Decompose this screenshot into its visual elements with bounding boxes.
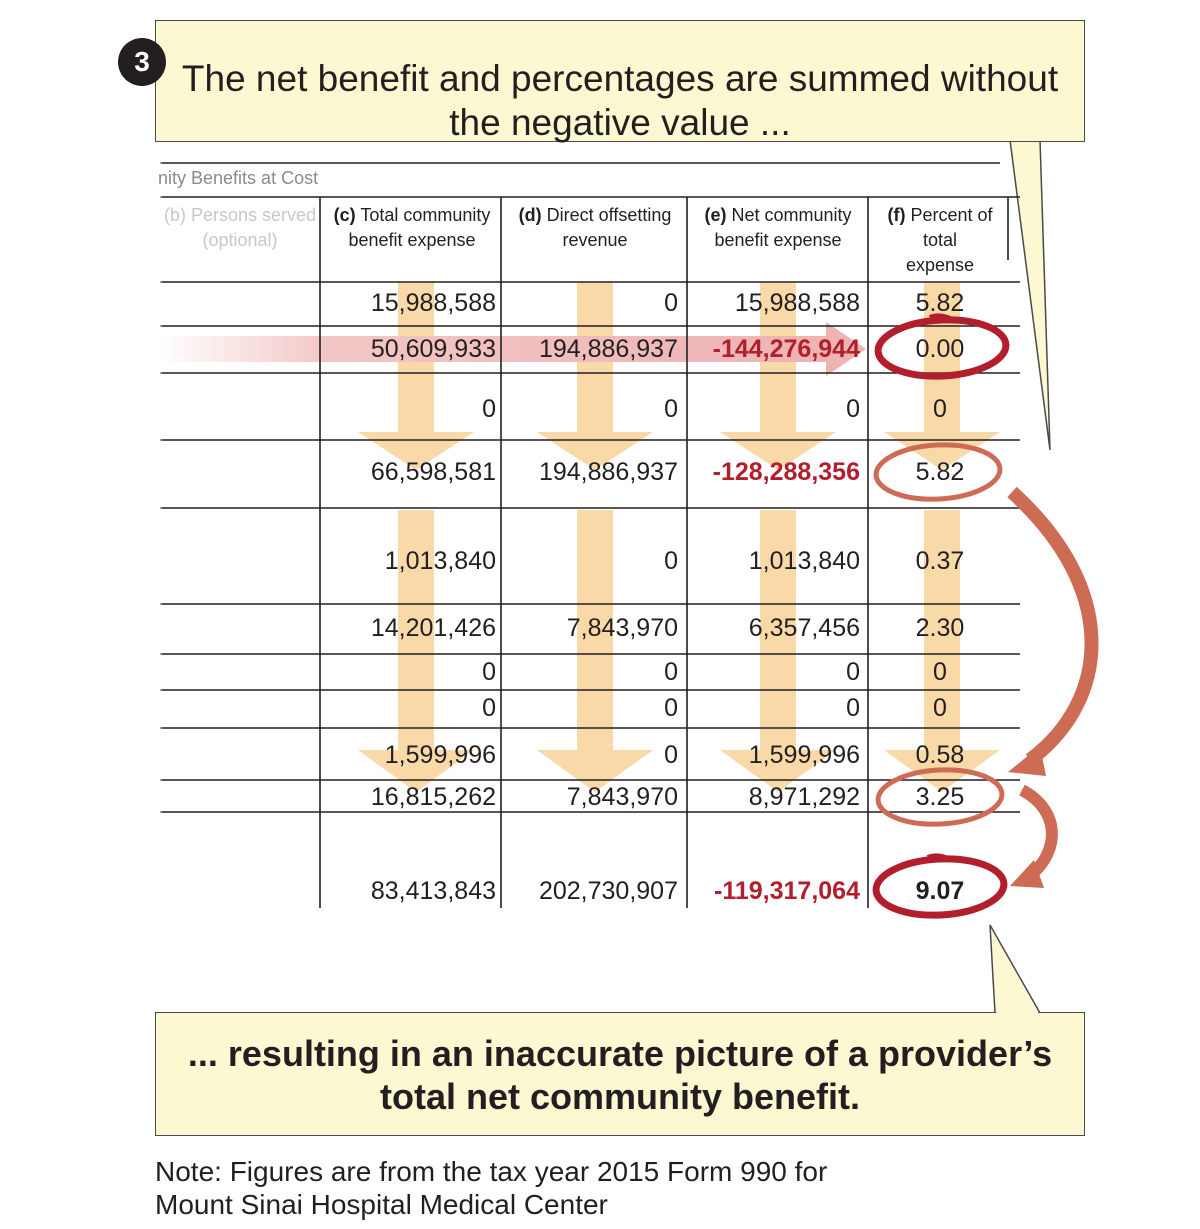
callout-top-line1: The net benefit and percentages are summ… [181,58,1059,99]
cell-row4-f: 5.82 [915,458,965,486]
header-c-text1: Total community [360,205,491,225]
column-header-f: (f) Percent of total expense [870,203,1010,278]
header-d-text2: revenue [562,230,628,250]
cell-row2-c: 50,609,933 [370,335,496,363]
callout-bottom: ... resulting in an inaccurate picture o… [155,1012,1085,1136]
table-rules [160,162,1020,908]
callout-top-line2: the negative value ... [449,102,791,143]
curved-arrows [1007,486,1099,888]
cell-row2-f: 0.00 [915,335,965,363]
cell-row1-e: 15,988,588 [734,289,860,317]
header-c-letter: (c) [333,205,356,225]
cell-row7-d: 0 [664,658,678,686]
cell-row5-d: 0 [664,547,678,575]
cell-row6-c: 14,201,426 [370,614,496,642]
cell-row2-d: 194,886,937 [538,335,678,363]
highlight-circles [872,313,1010,919]
cell-total-c: 83,413,843 [370,877,496,905]
cell-row9-f: 0.58 [915,741,965,769]
cell-row8-c: 0 [482,694,496,722]
cell-total-f: 9.07 [915,877,965,905]
cell-row5-c: 1,013,840 [384,547,496,575]
note-line2: Mount Sinai Hospital Medical Center [155,1189,608,1220]
column-header-d: (d) Direct offsetting revenue [502,203,688,253]
header-f-text1: Percent of total [910,205,993,250]
column-header-e: (e) Net community benefit expense [688,203,868,253]
cell-row6-d: 7,843,970 [566,614,678,642]
cell-row1-d: 0 [664,289,678,317]
cell-row8-d: 0 [664,694,678,722]
cell-row10-c: 16,815,262 [370,783,496,811]
header-c-text2: benefit expense [348,230,476,250]
callout-bottom-line1: ... resulting in an inaccurate picture o… [187,1033,1053,1074]
cell-row6-f: 2.30 [915,614,965,642]
header-b-text1: Persons served [190,205,317,225]
header-d-letter: (d) [518,205,542,225]
header-d-text1: Direct offsetting [546,205,672,225]
cell-row9-d: 0 [664,741,678,769]
cell-row9-e: 1,599,996 [748,741,860,769]
header-e-letter: (e) [704,205,727,225]
cell-row7-c: 0 [482,658,496,686]
cell-row10-d: 7,843,970 [566,783,678,811]
cell-row1-c: 15,988,588 [370,289,496,317]
cell-row5-f: 0.37 [915,547,965,575]
header-f-text2: expense [905,255,975,275]
cell-row3-d: 0 [664,395,678,423]
header-f-letter: (f) [887,205,906,225]
cell-row10-f: 3.25 [915,783,965,811]
cell-row2-e: -144,276,944 [712,335,860,363]
cell-row7-f: 0 [933,658,947,686]
cell-row3-c: 0 [482,395,496,423]
cell-row7-e: 0 [846,658,860,686]
column-header-c: (c) Total community benefit expense [322,203,502,253]
cell-row4-e: -128,288,356 [712,458,860,486]
cell-row3-f: 0 [933,395,947,423]
cell-row4-d: 194,886,937 [538,458,678,486]
column-header-b: (b) Persons served (optional) [160,203,320,253]
cell-row6-e: 6,357,456 [748,614,860,642]
cell-row9-c: 1,599,996 [384,741,496,769]
callout-top: The net benefit and percentages are summ… [155,20,1085,143]
cell-total-e: -119,317,064 [714,877,860,905]
cell-row8-e: 0 [846,694,860,722]
header-e-text2: benefit expense [714,230,842,250]
cell-row10-e: 8,971,292 [748,783,860,811]
header-b-text2: (optional) [202,230,278,250]
cell-row1-f: 5.82 [915,289,965,317]
note-line1: Note: Figures are from the tax year 2015… [155,1156,828,1187]
header-b-letter: (b) [163,205,186,225]
cell-row3-e: 0 [846,395,860,423]
header-e-text1: Net community [731,205,852,225]
cell-total-d: 202,730,907 [538,877,678,905]
callout-bottom-line2: total net community benefit. [379,1076,861,1117]
pink-arrow [160,322,866,376]
source-note: Note: Figures are from the tax year 2015… [155,1155,827,1221]
cell-row4-c: 66,598,581 [370,458,496,486]
section-title: nity Benefits at Cost [158,168,319,188]
cell-row8-f: 0 [933,694,947,722]
cell-row5-e: 1,013,840 [748,547,860,575]
step-number-badge: 3 [118,38,166,86]
